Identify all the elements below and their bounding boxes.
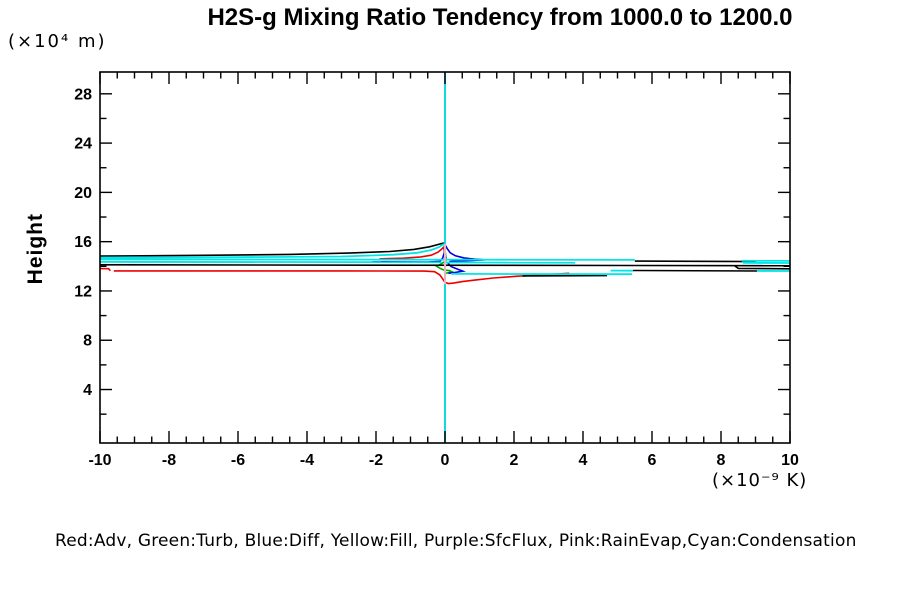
series-adv [100, 267, 111, 272]
y-tick-label: 12 [74, 283, 92, 300]
x-tick-label: -6 [231, 452, 245, 469]
x-tick-label: 2 [510, 452, 519, 469]
series-total [634, 260, 756, 263]
y-tick-label: 16 [74, 234, 92, 251]
series-condensation [100, 258, 635, 261]
series-adv [113, 270, 570, 285]
y-tick-label: 28 [74, 86, 92, 103]
y-tick-label: 20 [74, 185, 92, 202]
x-tick-label: 10 [781, 452, 799, 469]
y-tick-label: 24 [74, 136, 92, 153]
series-total [734, 265, 790, 270]
x-tick-label: 8 [717, 452, 726, 469]
x-tick-label: 4 [579, 452, 588, 469]
x-tick-label: -8 [162, 452, 176, 469]
x-tick-label: 0 [441, 452, 450, 469]
x-tick-label: 6 [648, 452, 657, 469]
x-tick-label: -10 [88, 452, 111, 469]
x-axis-units-label: (×10⁻⁹ K) [712, 470, 808, 491]
chart-title: H2S-g Mixing Ratio Tendency from 1000.0 … [207, 4, 793, 31]
y-axis-units-label: (×10⁴ m) [8, 31, 107, 52]
x-tick-label: -4 [300, 452, 314, 469]
series-total [632, 269, 758, 272]
y-tick-label: 8 [83, 333, 92, 350]
y-tick-label: 4 [83, 382, 92, 399]
x-tick-label: -2 [369, 452, 383, 469]
legend-text: Red:Adv, Green:Turb, Blue:Diff, Yellow:F… [55, 531, 857, 551]
